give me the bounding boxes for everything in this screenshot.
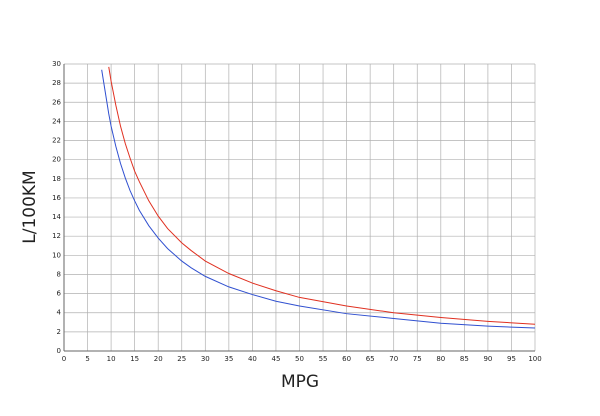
y-tick-label: 16 — [52, 194, 61, 202]
y-tick-label: 12 — [52, 232, 61, 240]
x-tick-label: 75 — [413, 355, 422, 363]
x-tick-label: 0 — [62, 355, 66, 363]
y-tick-label: 30 — [52, 60, 61, 68]
y-tick-label: 6 — [57, 290, 62, 298]
x-tick-label: 85 — [460, 355, 469, 363]
y-tick-label: 8 — [57, 270, 61, 278]
y-tick-label: 14 — [52, 213, 61, 221]
y-tick-label: 10 — [52, 251, 61, 259]
y-tick-label: 26 — [52, 98, 61, 106]
x-tick-label: 20 — [154, 355, 163, 363]
x-tick-label: 35 — [224, 355, 233, 363]
y-axis-title: L/100KM — [20, 170, 40, 243]
y-tick-label: 24 — [52, 117, 61, 125]
y-tick-label: 20 — [52, 156, 61, 164]
y-tick-label: 22 — [52, 137, 61, 145]
x-tick-label: 70 — [389, 355, 398, 363]
y-tick-label: 28 — [52, 79, 61, 87]
x-tick-label: 45 — [271, 355, 280, 363]
y-tick-label: 2 — [57, 328, 61, 336]
x-tick-label: 15 — [130, 355, 139, 363]
series-line — [108, 66, 536, 325]
x-tick-label: 30 — [201, 355, 210, 363]
x-tick-label: 80 — [436, 355, 445, 363]
x-tick-label: 65 — [366, 355, 375, 363]
series-line — [101, 69, 536, 329]
x-tick-label: 50 — [295, 355, 304, 363]
y-tick-label: 0 — [57, 347, 61, 355]
x-tick-label: 60 — [342, 355, 351, 363]
x-tick-label: 100 — [528, 355, 541, 363]
x-tick-label: 90 — [483, 355, 492, 363]
y-tick-label: 18 — [52, 175, 61, 183]
x-tick-label: 55 — [319, 355, 328, 363]
x-tick-label: 10 — [107, 355, 116, 363]
x-tick-label: 95 — [507, 355, 516, 363]
x-tick-label: 40 — [248, 355, 257, 363]
y-tick-label: 4 — [57, 309, 62, 317]
x-axis-title: MPG — [281, 372, 319, 392]
x-tick-label: 25 — [177, 355, 186, 363]
x-tick-label: 5 — [85, 355, 89, 363]
